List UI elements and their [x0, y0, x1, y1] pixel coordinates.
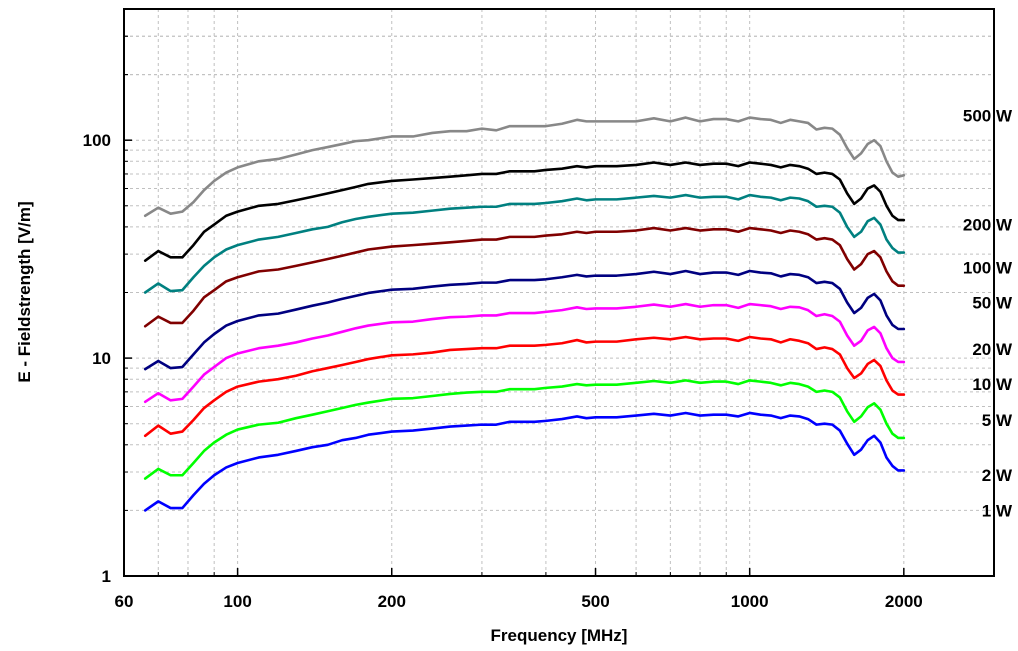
series-line-200w [143, 161, 906, 262]
y-tick-label: 1 [102, 567, 111, 586]
series-label-5w: 5 W [982, 411, 1013, 430]
x-axis-title: Frequency [MHz] [491, 626, 628, 645]
series-label-200w: 200 W [963, 216, 1013, 235]
series-label-10w: 10 W [972, 375, 1013, 394]
series-line-100w [143, 193, 906, 294]
x-tick-label: 1000 [731, 592, 769, 611]
series-line-5w [143, 335, 906, 438]
y-tick-label: 100 [83, 131, 111, 150]
series-line-1w [143, 411, 906, 512]
grid [124, 9, 994, 576]
series-line-10w [143, 302, 906, 404]
series-label-1w: 1 W [982, 501, 1013, 520]
x-axis-ticks: 60 100 200 500 1000 2000 [115, 568, 923, 611]
series-label-2w: 2 W [982, 466, 1013, 485]
x-tick-label: 200 [378, 592, 406, 611]
y-tick-label: 10 [92, 349, 111, 368]
series-label-50w: 50 W [972, 293, 1013, 312]
series-label-20w: 20 W [972, 340, 1013, 359]
x-tick-label: 100 [223, 592, 251, 611]
series-labels: 500 W 200 W 100 W 50 W 20 W 10 W 5 W 2 W 1 W [963, 106, 1013, 520]
x-tick-label: 2000 [885, 592, 923, 611]
series-line-50w [143, 226, 906, 328]
y-axis-ticks: 1 10 100 [83, 35, 132, 586]
series-line-500w [143, 116, 906, 218]
series-lines [143, 116, 906, 512]
x-tick-label: 60 [115, 592, 134, 611]
series-label-100w: 100 W [963, 259, 1013, 278]
series-line-2w [143, 379, 906, 480]
y-axis-title: E - Fieldstrength [V/m] [15, 201, 34, 382]
x-tick-label: 500 [581, 592, 609, 611]
series-label-500w: 500 W [963, 106, 1013, 125]
series-line-20w [143, 269, 906, 371]
